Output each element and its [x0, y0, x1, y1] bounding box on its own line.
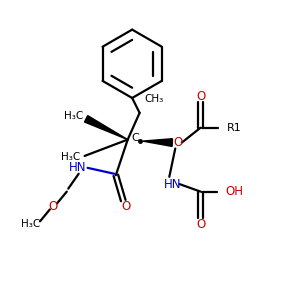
Text: CH₃: CH₃: [145, 94, 164, 104]
Text: H₃C: H₃C: [61, 152, 80, 162]
Text: O: O: [122, 200, 131, 213]
Text: O: O: [49, 200, 58, 213]
Text: R1: R1: [227, 123, 242, 133]
Text: HN: HN: [69, 161, 86, 174]
Text: HN: HN: [164, 178, 181, 191]
Text: OH: OH: [226, 185, 244, 198]
Text: O: O: [196, 218, 205, 231]
Text: H₃C: H₃C: [22, 219, 41, 229]
Text: O: O: [173, 136, 182, 149]
Text: C: C: [131, 133, 139, 143]
Polygon shape: [142, 139, 172, 146]
Text: H₃C: H₃C: [64, 111, 83, 121]
Polygon shape: [85, 116, 128, 140]
Text: O: O: [196, 90, 205, 103]
